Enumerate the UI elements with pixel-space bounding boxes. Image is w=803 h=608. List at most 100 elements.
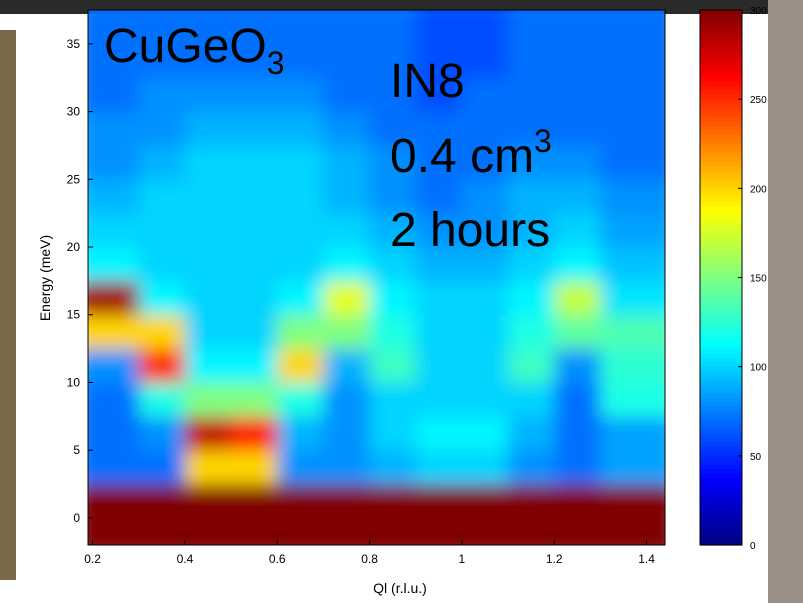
heatmap-cell (323, 179, 371, 214)
heatmap-cell (415, 280, 463, 316)
heatmap-cell (184, 484, 232, 545)
heatmap-cell (554, 77, 601, 113)
heatmap-cell (369, 450, 417, 485)
colorbar-swatch (700, 148, 742, 154)
heatmap-cell (231, 314, 278, 350)
x-tick-label: 1.2 (546, 552, 563, 566)
colorbar-swatch (700, 174, 742, 181)
colorbar-swatch (700, 23, 742, 29)
colorbar-swatch (700, 36, 742, 42)
colorbar-swatch (700, 99, 742, 105)
heatmap-cell (277, 416, 324, 451)
heatmap-cell (277, 179, 324, 214)
heatmap-cell (554, 179, 601, 214)
heatmap-cell (508, 348, 555, 383)
colorbar-swatch (700, 18, 742, 24)
annotation: CuGeO3 (104, 20, 285, 81)
colorbar-swatch (700, 50, 742, 56)
colorbar-swatch (700, 397, 742, 403)
heatmap-cell (138, 145, 186, 180)
colorbar-swatch (700, 152, 742, 158)
heatmap-cell (184, 213, 232, 248)
colorbar-swatch (700, 371, 742, 377)
heatmap-cell (323, 145, 371, 180)
heatmap-cell (415, 450, 463, 485)
colorbar-swatch (700, 509, 742, 515)
heatmap-cell (88, 450, 140, 485)
heatmap-cell (184, 179, 232, 214)
heatmap-cell (600, 348, 665, 383)
colorbar-swatch (700, 237, 742, 243)
colorbar-swatch (700, 487, 742, 493)
colorbar-swatch (700, 81, 742, 87)
x-tick-label: 1.4 (638, 552, 655, 566)
heatmap-cell (138, 247, 186, 282)
heatmap-cell (323, 213, 371, 248)
colorbar-swatch (700, 299, 742, 305)
heatmap-cell (277, 484, 324, 545)
colorbar-swatch (700, 32, 742, 38)
heatmap-cell (415, 145, 463, 180)
colorbar-swatch (700, 357, 742, 363)
colorbar-swatch (700, 161, 742, 167)
heatmap-cell (88, 314, 140, 350)
heatmap-cell (415, 348, 463, 383)
photo-strip (768, 0, 803, 603)
heatmap-cell (231, 348, 278, 383)
heatmap-cell (369, 179, 417, 214)
heatmap-cell (369, 382, 417, 417)
heatmap-cell (554, 247, 601, 282)
colorbar-swatch (700, 268, 742, 274)
colorbar-swatch (700, 264, 742, 270)
heatmap-cell (554, 484, 601, 545)
heatmap-cell (461, 179, 509, 214)
heatmap-cell (461, 213, 509, 248)
colorbar-swatch (700, 513, 742, 519)
colorbar-swatch (700, 388, 742, 395)
heatmap-cell (231, 179, 278, 214)
colorbar-swatch (700, 308, 742, 314)
heatmap-cell (369, 348, 417, 383)
heatmap-cell (508, 43, 555, 79)
heatmap-cell (184, 314, 232, 350)
heatmap-cell (554, 111, 601, 146)
heatmap-cell (277, 382, 324, 417)
heatmap-cell (600, 43, 665, 79)
heatmap-cell (554, 213, 601, 248)
heatmap-cell (323, 10, 371, 45)
heatmap-cell (277, 43, 324, 79)
colorbar-swatch (700, 166, 742, 172)
heatmap-cell (508, 484, 555, 545)
heatmap-cell (323, 450, 371, 485)
colorbar-swatch (700, 59, 742, 65)
heatmap-cell (508, 382, 555, 417)
colorbar-swatch (700, 215, 742, 221)
heatmap-cell (88, 280, 140, 316)
colorbar-swatch (700, 424, 742, 430)
heatmap-cell (323, 77, 371, 113)
heatmap-cell (88, 77, 140, 113)
heatmap-cell (138, 314, 186, 350)
y-tick-label: 30 (67, 105, 81, 119)
heatmap-cell (323, 280, 371, 316)
heatmap-cell (461, 247, 509, 282)
heatmap-cell (369, 280, 417, 316)
heatmap-cell (184, 77, 232, 113)
heatmap-cell (461, 314, 509, 350)
colorbar-swatch (700, 531, 742, 537)
heatmap-cell (138, 280, 186, 316)
heatmap-cell (88, 247, 140, 282)
heatmap-cell (600, 213, 665, 248)
colorbar-swatch (700, 460, 742, 466)
colorbar-swatch (700, 117, 742, 123)
heatmap-cell (508, 179, 555, 214)
heatmap-cell (323, 348, 371, 383)
annotation: IN8 (390, 55, 465, 108)
heatmap-cell (277, 10, 324, 45)
heatmap-cell (461, 43, 509, 79)
heatmap-cell (184, 111, 232, 146)
heatmap-cell (88, 416, 140, 451)
heatmap-cell (461, 348, 509, 383)
heatmap-cell (88, 145, 140, 180)
heatmap-cell (508, 145, 555, 180)
